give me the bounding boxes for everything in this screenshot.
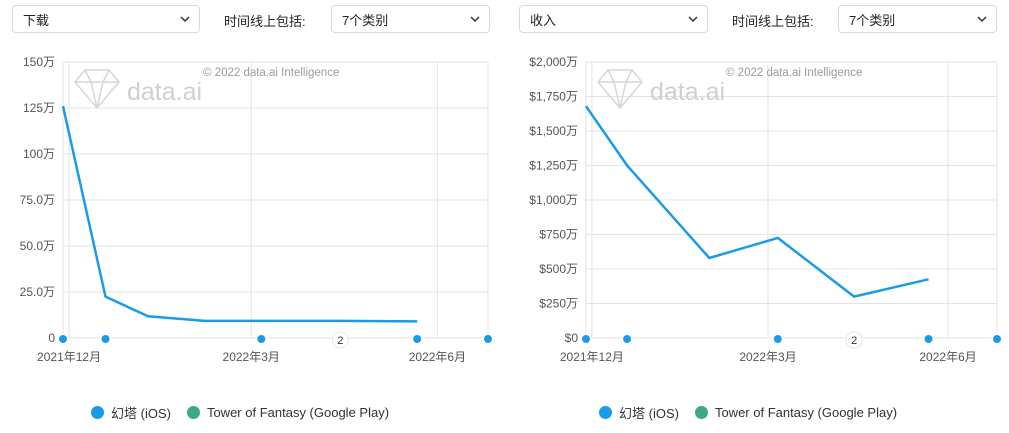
metric-select-right[interactable]: 收入 bbox=[519, 5, 708, 33]
timeline-label-left: 时间线上包括: bbox=[224, 14, 306, 29]
legend-dot-google-play bbox=[694, 406, 708, 419]
y-tick-label: $1,500万 bbox=[529, 124, 578, 138]
y-tick-label: $250万 bbox=[539, 297, 578, 311]
legend-item-google-play[interactable]: Tower of Fantasy (Google Play) bbox=[186, 405, 390, 420]
y-tick-label: $1,250万 bbox=[529, 159, 578, 173]
legend-item-ios[interactable]: 幻塔 (iOS) bbox=[91, 403, 171, 422]
category-select-right[interactable]: 7个类别 bbox=[838, 5, 997, 33]
chevron-down-icon bbox=[977, 16, 987, 23]
category-select-left-value: 7个类别 bbox=[342, 12, 389, 28]
category-select-left[interactable]: 7个类别 bbox=[331, 5, 490, 33]
logo-text: data.ai bbox=[127, 78, 202, 106]
timeline-marker bbox=[484, 335, 492, 343]
timeline-marker bbox=[582, 335, 590, 343]
chevron-down-icon bbox=[688, 16, 698, 23]
y-tick-label: $500万 bbox=[539, 262, 578, 276]
metric-select-right-value: 收入 bbox=[530, 12, 557, 28]
timeline-annotation-label: 2 bbox=[337, 335, 343, 347]
legend-item-ios[interactable]: 幻塔 (iOS) bbox=[599, 403, 679, 422]
logo-text: data.ai bbox=[650, 78, 725, 106]
x-tick-label: 2021年12月 bbox=[37, 350, 101, 364]
y-tick-label: $0 bbox=[565, 331, 579, 345]
legend-label: Tower of Fantasy (Google Play) bbox=[206, 405, 390, 420]
downloads-chart: 0 25.0万 50.0万 75.0万 100万 125万 150万 data.ai© 202… bbox=[20, 55, 494, 364]
y-tick-label: $2,000万 bbox=[529, 55, 578, 69]
y-tick-label: 150万 bbox=[23, 55, 55, 69]
metric-select-left[interactable]: 下载 bbox=[12, 5, 200, 33]
y-tick-label: $750万 bbox=[539, 228, 578, 242]
diamond-logo-icon bbox=[74, 69, 120, 110]
y-tick-label: 25.0万 bbox=[20, 285, 55, 299]
diamond-logo-icon bbox=[597, 69, 643, 110]
x-tick-label: 2022年3月 bbox=[223, 350, 280, 364]
legend-dot-ios bbox=[599, 406, 612, 419]
timeline-marker bbox=[773, 335, 782, 343]
y-tick-label: 125万 bbox=[23, 101, 55, 115]
timeline-marker bbox=[993, 335, 1001, 343]
timeline-marker bbox=[257, 335, 266, 343]
y-tick-label: 50.0万 bbox=[20, 239, 55, 253]
x-tick-label: 2021年12月 bbox=[560, 350, 624, 364]
legend-dot-ios bbox=[91, 406, 104, 419]
x-tick-label: 2022年6月 bbox=[409, 350, 466, 364]
timeline-annotation-badge bbox=[845, 331, 863, 349]
data-ai-logo: data.ai bbox=[597, 69, 725, 110]
y-tick-label: 75.0万 bbox=[20, 193, 55, 207]
timeline-annotation-badge bbox=[331, 331, 349, 349]
legend-label: 幻塔 (iOS) bbox=[619, 406, 679, 421]
copyright-text: © 2022 data.ai Intelligence bbox=[726, 67, 862, 79]
timeline-marker bbox=[59, 335, 67, 343]
revenue-chart: $0 $250万 $500万 $750万 $1,000万 $1,250万 $1,500万 $1… bbox=[529, 55, 1003, 364]
y-tick-label: $1,750万 bbox=[529, 90, 578, 104]
category-select-right-value: 7个类别 bbox=[849, 12, 896, 28]
legend-left: 幻塔 (iOS) Tower of Fantasy (Google Play) bbox=[91, 403, 405, 422]
series-line bbox=[584, 105, 929, 298]
series-line bbox=[61, 105, 418, 323]
timeline-marker bbox=[101, 335, 110, 343]
data-ai-logo: data.ai bbox=[74, 69, 202, 110]
y-tick-label: 0 bbox=[48, 331, 55, 345]
legend-right: 幻塔 (iOS) Tower of Fantasy (Google Play) bbox=[599, 403, 913, 422]
chevron-down-icon bbox=[470, 16, 480, 23]
timeline-marker bbox=[413, 335, 422, 343]
timeline-marker bbox=[623, 335, 632, 343]
legend-dot-google-play bbox=[186, 406, 200, 419]
timeline-label-right: 时间线上包括: bbox=[732, 14, 814, 29]
x-tick-label: 2022年3月 bbox=[739, 350, 796, 364]
legend-label: 幻塔 (iOS) bbox=[111, 406, 171, 421]
x-tick-label: 2022年6月 bbox=[919, 350, 976, 364]
legend-label: Tower of Fantasy (Google Play) bbox=[714, 405, 898, 420]
legend-item-google-play[interactable]: Tower of Fantasy (Google Play) bbox=[694, 405, 898, 420]
timeline-annotation-label: 2 bbox=[851, 335, 857, 347]
metric-select-left-value: 下载 bbox=[23, 12, 50, 28]
copyright-text: © 2022 data.ai Intelligence bbox=[203, 67, 339, 79]
y-tick-label: 100万 bbox=[23, 147, 55, 161]
chevron-down-icon bbox=[180, 16, 190, 23]
timeline-marker bbox=[924, 335, 933, 343]
y-tick-label: $1,000万 bbox=[529, 193, 578, 207]
